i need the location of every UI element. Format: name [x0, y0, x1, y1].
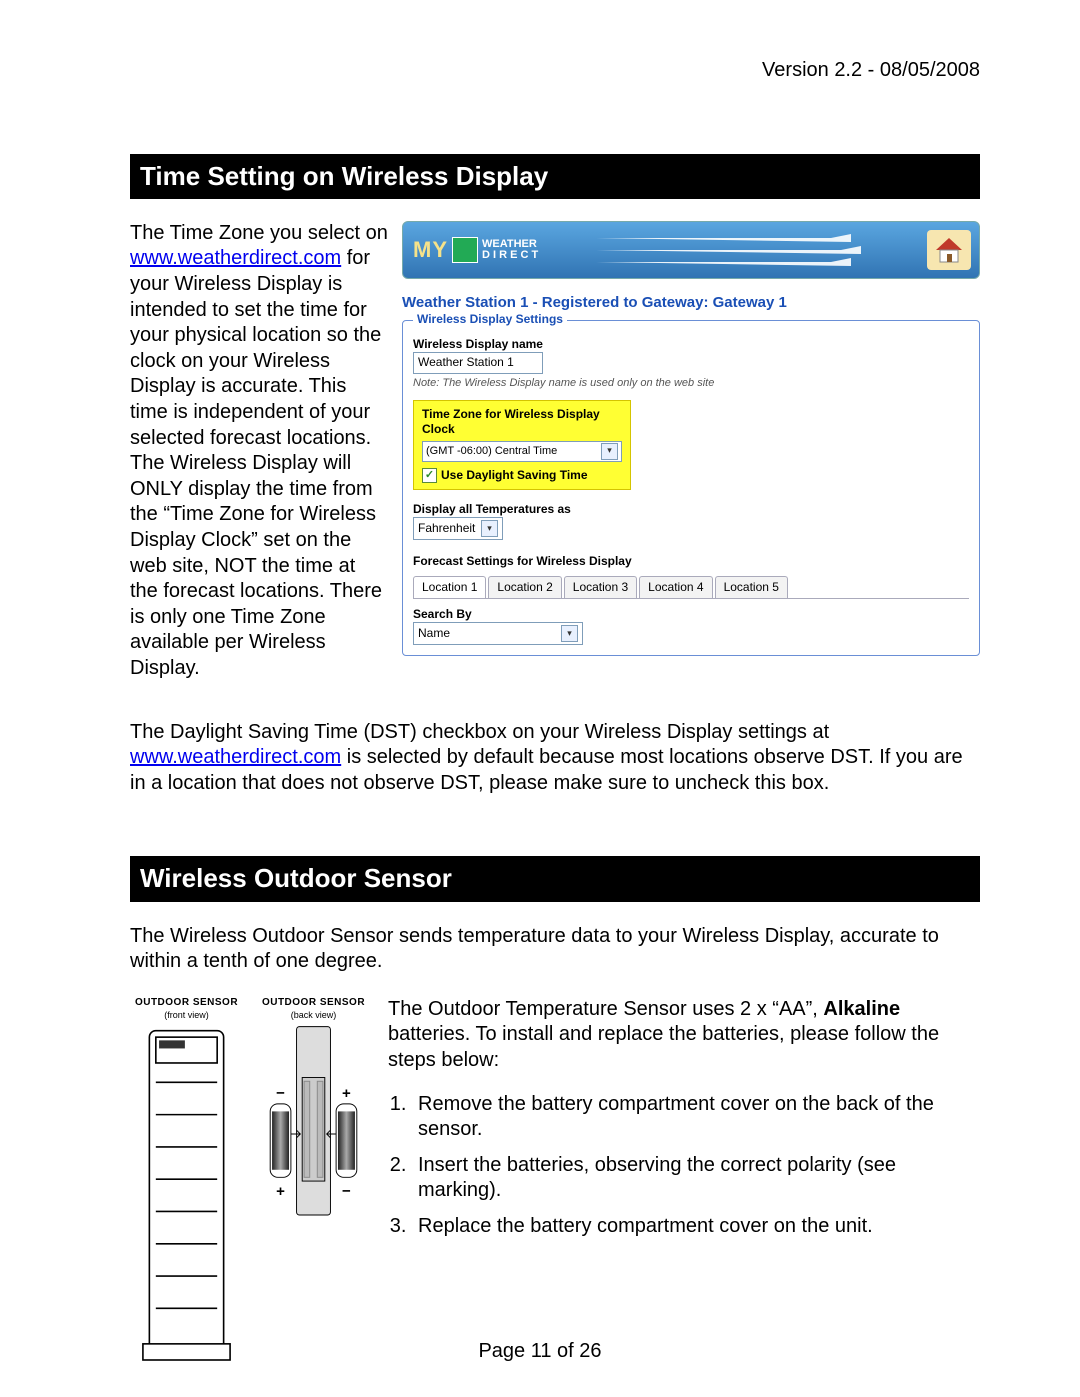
text-fragment: batteries. To install and replace the ba…: [388, 1023, 939, 1071]
temp-value: Fahrenheit: [418, 521, 475, 536]
search-by: Search By Name ▾: [413, 607, 969, 645]
step-3: Replace the battery compartment cover on…: [412, 1214, 980, 1240]
name-value: Weather Station 1: [418, 355, 514, 370]
page-footer: Page 11 of 26: [0, 1339, 1080, 1365]
svg-text:+: +: [342, 1085, 351, 1102]
station-title: Weather Station 1 - Registered to Gatewa…: [402, 293, 980, 312]
svg-text:+: +: [276, 1183, 285, 1200]
temp-label: Display all Temperatures as: [413, 502, 969, 517]
sensor-back-figure: OUTDOOR SENSOR (back view) − + +: [257, 997, 370, 1384]
tab-location-2[interactable]: Location 2: [488, 576, 561, 598]
text-fragment: The Time Zone you select on: [130, 222, 388, 244]
link-weatherdirect-1[interactable]: www.weatherdirect.com: [130, 247, 341, 269]
banner-logo: MY WEATHER D I R E C T: [413, 236, 538, 264]
banner-arrows-icon: [563, 230, 919, 270]
search-value: Name: [418, 626, 450, 641]
sensor-text: The Outdoor Temperature Sensor uses 2 x …: [388, 997, 980, 1384]
banner-logo-icon: [452, 237, 478, 263]
chevron-down-icon: ▾: [481, 520, 498, 537]
sensor-front-icon: [130, 1021, 243, 1376]
tz-select[interactable]: (GMT -06:00) Central Time ▾: [422, 441, 622, 462]
dst-label: Use Daylight Saving Time: [441, 468, 588, 483]
tz-value: (GMT -06:00) Central Time: [426, 444, 557, 458]
fig1-sub: (front view): [130, 1010, 243, 1022]
search-label: Search By: [413, 607, 969, 622]
settings-screenshot: MY WEATHER D I R E C T: [402, 221, 980, 700]
dst-row[interactable]: ✓ Use Daylight Saving Time: [422, 468, 622, 483]
house-icon: [927, 230, 971, 270]
section-heading-time: Time Setting on Wireless Display: [130, 154, 980, 199]
section-time-body: The Time Zone you select on www.weatherd…: [130, 221, 980, 700]
tab-location-5[interactable]: Location 5: [715, 576, 788, 598]
display-settings-fieldset: Wireless Display Settings Wireless Displ…: [402, 320, 980, 656]
tab-location-4[interactable]: Location 4: [639, 576, 712, 598]
fig1-title: OUTDOOR SENSOR: [130, 997, 243, 1010]
text-bold: Alkaline: [823, 998, 900, 1020]
link-weatherdirect-2[interactable]: www.weatherdirect.com: [130, 746, 341, 768]
para-timezone: The Time Zone you select on www.weatherd…: [130, 221, 388, 682]
battery-steps: Remove the battery compartment cover on …: [412, 1092, 980, 1240]
fieldset-legend: Wireless Display Settings: [413, 312, 567, 327]
chevron-down-icon: ▾: [601, 443, 618, 460]
svg-text:−: −: [276, 1085, 285, 1102]
text-fragment: The Daylight Saving Time (DST) checkbox …: [130, 721, 829, 743]
name-label: Wireless Display name: [413, 337, 969, 352]
svg-text:−: −: [342, 1183, 351, 1200]
step-2: Insert the batteries, observing the corr…: [412, 1153, 980, 1204]
section-sensor-body: OUTDOOR SENSOR (front view): [130, 997, 980, 1384]
sensor-front-figure: OUTDOOR SENSOR (front view): [130, 997, 243, 1384]
checkbox-checked-icon: ✓: [422, 468, 437, 483]
forecast-label: Forecast Settings for Wireless Display: [413, 554, 969, 569]
document-page: Version 2.2 - 08/05/2008 Time Setting on…: [0, 0, 1080, 1397]
location-tabs: Location 1 Location 2 Location 3 Locatio…: [413, 576, 969, 599]
step-1: Remove the battery compartment cover on …: [412, 1092, 980, 1143]
tab-location-3[interactable]: Location 3: [564, 576, 637, 598]
temp-select[interactable]: Fahrenheit ▾: [413, 517, 503, 540]
banner-wd: WEATHER D I R E C T: [482, 239, 538, 261]
chevron-down-icon: ▾: [561, 625, 578, 642]
text-fragment: for your Wireless Display is intended to…: [130, 247, 382, 679]
tz-label: Time Zone for Wireless Display Clock: [422, 407, 622, 438]
tab-location-1[interactable]: Location 1: [413, 576, 486, 598]
para-batteries: The Outdoor Temperature Sensor uses 2 x …: [388, 997, 980, 1074]
search-select[interactable]: Name ▾: [413, 622, 583, 645]
section-heading-sensor: Wireless Outdoor Sensor: [130, 856, 980, 901]
sensor-back-icon: − + + −: [257, 1021, 370, 1228]
text-fragment: The Outdoor Temperature Sensor uses 2 x …: [388, 998, 823, 1020]
section-time-text: The Time Zone you select on www.weatherd…: [130, 221, 388, 700]
fig2-title: OUTDOOR SENSOR: [257, 997, 370, 1010]
banner-wd2: D I R E C T: [482, 249, 538, 261]
name-input[interactable]: Weather Station 1: [413, 352, 543, 373]
fig2-sub: (back view): [257, 1010, 370, 1022]
para-dst: The Daylight Saving Time (DST) checkbox …: [130, 720, 980, 797]
sensor-figures: OUTDOOR SENSOR (front view): [130, 997, 370, 1384]
name-note: Note: The Wireless Display name is used …: [413, 376, 969, 390]
banner: MY WEATHER D I R E C T: [402, 221, 980, 279]
timezone-highlight: Time Zone for Wireless Display Clock (GM…: [413, 400, 631, 490]
para-sensor-intro: The Wireless Outdoor Sensor sends temper…: [130, 924, 980, 975]
banner-my: MY: [413, 236, 448, 264]
version-text: Version 2.2 - 08/05/2008: [130, 58, 980, 84]
